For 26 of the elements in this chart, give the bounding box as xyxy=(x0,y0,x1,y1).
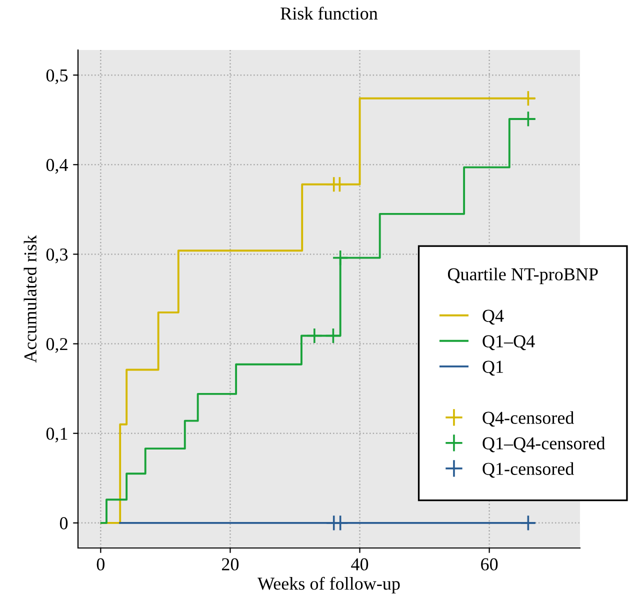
y-tick-label: 0,2 xyxy=(46,338,68,353)
y-tick-label: 0,4 xyxy=(46,158,68,174)
point xyxy=(332,176,348,193)
legend-title: Quartile NT-proBNP xyxy=(448,268,598,284)
y-tick-label: 0,1 xyxy=(46,428,68,442)
legend-label: Q4 xyxy=(482,310,504,325)
x-tick-label: 40 xyxy=(351,558,368,570)
legend-label: Q1-censored xyxy=(482,462,574,478)
chart-title: Risk function xyxy=(280,6,378,20)
x-axis-title: Weeks of follow-up xyxy=(258,576,400,594)
point xyxy=(306,328,323,344)
legend-label: Q1 xyxy=(482,360,503,376)
point xyxy=(520,90,536,107)
y-axis-title: Accumulated risk xyxy=(24,235,36,363)
x-tick-label: 60 xyxy=(481,558,498,570)
y-tick-label: 0,5 xyxy=(46,69,68,84)
legend-label: Q1–Q4 xyxy=(482,335,535,350)
x-tick-label: 0 xyxy=(96,558,104,570)
point xyxy=(520,514,536,532)
point xyxy=(325,328,342,344)
y-tick-label: 0 xyxy=(60,517,68,530)
point xyxy=(332,250,349,266)
legend-label: Q1–Q4-censored xyxy=(482,436,606,452)
x-tick-label: 20 xyxy=(222,558,239,570)
y-tick-label: 0,3 xyxy=(46,248,68,264)
legend-label: Q4-censored xyxy=(482,411,574,427)
